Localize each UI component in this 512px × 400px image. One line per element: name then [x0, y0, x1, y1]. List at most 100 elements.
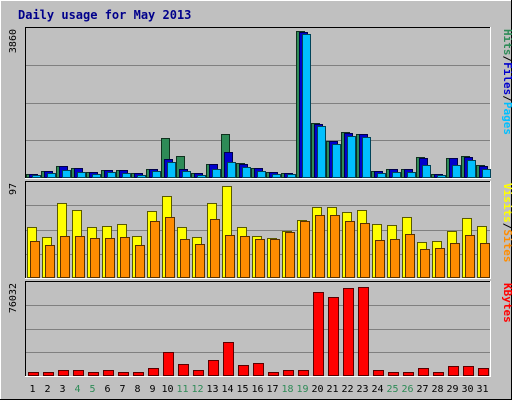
x-tick-label-day-15: 15 [236, 384, 248, 395]
x-tick-label-day-21: 21 [326, 384, 338, 395]
legend-kbytes: KBytes [501, 283, 512, 323]
bar-visits-sites-day-13 [210, 219, 220, 278]
x-tick-label-day-13: 13 [206, 384, 218, 395]
bar-hits-pages-day-8 [137, 175, 146, 178]
legend-entry: Visits [501, 183, 512, 223]
bar-hits-pages-day-22 [347, 136, 356, 178]
bar-hits-pages-day-31 [482, 169, 491, 178]
legend-entry: Hits [501, 29, 512, 56]
bar-kbytes-kbytes-day-31 [478, 368, 489, 376]
panel-kbytes: 76032 KBytes [8, 281, 512, 377]
bar-kbytes-kbytes-day-3 [58, 370, 69, 376]
bar-visits-sites-day-4 [75, 236, 85, 278]
bar-hits-pages-day-9 [152, 171, 161, 178]
bar-kbytes-kbytes-day-6 [103, 370, 114, 376]
bar-hits-pages-day-6 [107, 172, 116, 178]
bar-kbytes-kbytes-day-22 [343, 288, 354, 376]
bar-hits-pages-day-15 [242, 167, 251, 178]
bar-visits-sites-day-27 [420, 249, 430, 278]
bar-visits-sites-day-23 [360, 223, 370, 278]
bar-kbytes-kbytes-day-19 [298, 370, 309, 376]
bar-visits-sites-day-25 [390, 239, 400, 278]
x-tick-label-day-11: 11 [176, 384, 188, 395]
chart-title: Daily usage for May 2013 [18, 8, 191, 22]
bar-kbytes-kbytes-day-27 [418, 368, 429, 376]
bar-visits-sites-day-29 [450, 243, 460, 278]
bar-visits-sites-day-15 [240, 236, 250, 278]
bar-hits-pages-day-19 [302, 34, 311, 178]
bar-visits-sites-day-18 [285, 232, 295, 278]
x-tick-label-day-28: 28 [431, 384, 443, 395]
plot-area-kbytes [25, 281, 490, 376]
legend-text-visits: Visits/Sites [501, 183, 512, 263]
bar-visits-sites-day-6 [105, 238, 115, 278]
bar-kbytes-kbytes-day-26 [403, 372, 414, 376]
bar-kbytes-kbytes-day-29 [448, 366, 459, 376]
x-tick-label-day-19: 19 [296, 384, 308, 395]
bar-hits-pages-day-10 [167, 162, 176, 178]
bar-visits-sites-day-31 [480, 243, 490, 278]
bar-visits-sites-day-5 [90, 238, 100, 278]
x-axis-day-labels: 1 2 3 4 5 6 7 8 9 10 11 12 13 14 15 16 17 18 19 20 21 22 23 24 2… [29, 384, 488, 395]
bar-visits-sites-day-3 [60, 236, 70, 278]
bar-visits-sites-day-28 [435, 248, 445, 278]
bar-hits-pages-day-12 [197, 175, 206, 178]
bar-hits-pages-day-13 [212, 169, 221, 178]
y-max-label-visits: 97 [8, 183, 19, 195]
legend-entry: Files [501, 62, 512, 95]
bar-visits-sites-day-26 [405, 234, 415, 278]
legend-entry: / [501, 223, 512, 230]
bar-hits-pages-day-28 [437, 175, 446, 178]
x-tick-label-day-9: 9 [149, 384, 155, 395]
legend-visits: Visits/Sites [501, 183, 512, 263]
x-tick-label-day-4: 4 [74, 384, 80, 395]
x-tick-label-day-12: 12 [191, 384, 203, 395]
bar-kbytes-kbytes-day-8 [133, 372, 144, 376]
bar-kbytes-kbytes-day-10 [163, 352, 174, 376]
bar-hits-pages-day-26 [407, 172, 416, 178]
bar-visits-sites-day-7 [120, 237, 130, 278]
bar-visits-sites-day-21 [330, 215, 340, 278]
bar-kbytes-kbytes-day-14 [223, 342, 234, 376]
bar-visits-sites-day-12 [195, 244, 205, 278]
x-tick-label-day-2: 2 [44, 384, 50, 395]
bar-hits-pages-day-3 [62, 170, 71, 178]
x-tick-label-day-16: 16 [251, 384, 263, 395]
bar-visits-sites-day-11 [180, 239, 190, 278]
x-tick-label-day-25: 25 [386, 384, 398, 395]
legend-entry: Sites [501, 229, 512, 262]
bar-kbytes-kbytes-day-15 [238, 365, 249, 376]
bar-hits-pages-day-14 [227, 162, 236, 178]
x-tick-label-day-26: 26 [401, 384, 413, 395]
bar-kbytes-kbytes-day-17 [268, 372, 279, 376]
bar-hits-pages-day-25 [392, 172, 401, 178]
y-max-label-kbytes: 76032 [8, 283, 19, 313]
x-tick-label-day-18: 18 [281, 384, 293, 395]
x-tick-label-day-27: 27 [416, 384, 428, 395]
x-tick-label-day-7: 7 [119, 384, 125, 395]
bar-kbytes-kbytes-day-23 [358, 287, 369, 376]
x-tick-label-day-3: 3 [59, 384, 65, 395]
legend-entry: Pages [501, 102, 512, 135]
legend-hits: Hits/Files/Pages [501, 29, 512, 135]
bar-visits-sites-day-17 [270, 239, 280, 278]
bar-hits-pages-day-21 [332, 144, 341, 178]
bar-hits-pages-day-30 [467, 160, 476, 178]
x-tick-label-day-22: 22 [341, 384, 353, 395]
bar-kbytes-kbytes-day-20 [313, 292, 324, 376]
bar-kbytes-kbytes-day-2 [43, 372, 54, 376]
bar-kbytes-kbytes-day-30 [463, 366, 474, 376]
x-tick-label-day-8: 8 [134, 384, 140, 395]
bar-kbytes-kbytes-day-24 [373, 370, 384, 376]
bar-kbytes-kbytes-day-12 [193, 370, 204, 376]
bar-kbytes-kbytes-day-28 [433, 372, 444, 376]
bar-visits-sites-day-24 [375, 240, 385, 278]
x-tick-label-day-23: 23 [356, 384, 368, 395]
bar-hits-pages-day-27 [422, 165, 431, 178]
x-tick-label-day-29: 29 [446, 384, 458, 395]
x-tick-label-day-14: 14 [221, 384, 233, 395]
legend-entry: / [501, 95, 512, 102]
bar-visits-sites-day-19 [300, 221, 310, 278]
bar-visits-sites-day-30 [465, 235, 475, 278]
